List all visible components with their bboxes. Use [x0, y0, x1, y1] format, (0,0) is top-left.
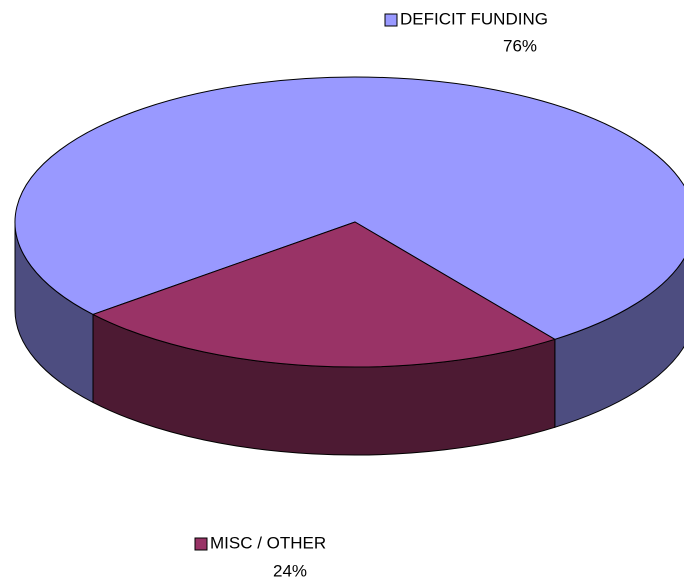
- legend-label: MISC / OTHER: [210, 533, 326, 552]
- value-label: 24%: [273, 561, 307, 580]
- slice: [91, 221, 557, 368]
- legend-swatch: [194, 537, 208, 551]
- legend-label: DEFICIT FUNDING: [400, 9, 548, 28]
- legend-swatch: [384, 13, 398, 27]
- value-label: 76%: [503, 36, 537, 55]
- slice: [14, 76, 684, 340]
